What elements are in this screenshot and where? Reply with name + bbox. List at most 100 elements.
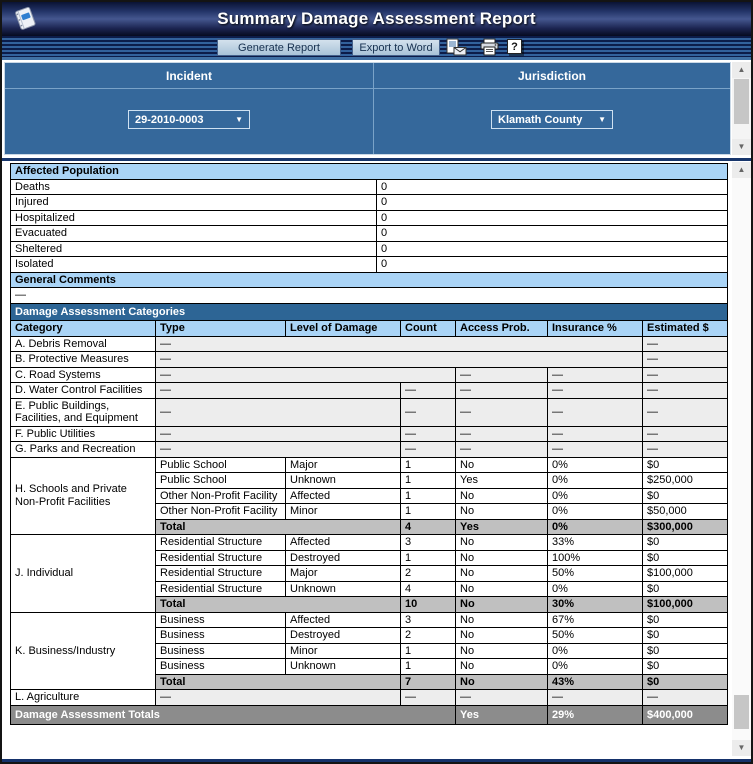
table-cell: Destroyed [285, 627, 401, 644]
table-cell: 33% [547, 534, 643, 551]
general-comments-value: — [9, 287, 729, 304]
table-cell: No [455, 487, 548, 504]
column-header: Level of Damage [285, 320, 401, 337]
table-cell: 1 [400, 472, 456, 489]
table-cell: A. Debris Removal [10, 335, 156, 352]
jurisdiction-dropdown[interactable]: Klamath County ▼ [491, 110, 613, 129]
column-header-row: Category Type Level of Damage Count Access P… [10, 320, 729, 337]
generate-report-button[interactable]: Generate Report [217, 39, 341, 56]
table-cell: — [547, 441, 643, 458]
scroll-down-icon[interactable]: ▼ [732, 139, 751, 155]
table-cell: — [400, 689, 456, 706]
table-cell: 50% [547, 565, 643, 582]
table-cell: 1 [400, 549, 456, 566]
help-icon[interactable]: ? [507, 39, 522, 54]
table-cell: Yes [455, 472, 548, 489]
export-document-icon[interactable] [446, 38, 467, 61]
table-cell: E. Public Buildings, Facilities, and Equ… [10, 397, 156, 427]
table-cell: Affected [285, 487, 401, 504]
section-header-row: General Comments [9, 271, 729, 288]
table-cell: Public School [155, 456, 286, 473]
table-cell: — [155, 689, 401, 706]
table-cell: 3 [400, 534, 456, 551]
title-bar: Summary Damage Assessment Report [2, 2, 751, 36]
scroll-up-icon[interactable]: ▲ [732, 162, 751, 178]
export-to-word-button[interactable]: Export to Word [352, 39, 440, 56]
table-cell: — [455, 397, 548, 427]
table-cell: — [641, 397, 729, 427]
column-header: Insurance % [547, 320, 643, 337]
table-row: Residential Structure Destroyed 1 No 100% $0 [11, 549, 729, 566]
table-row: Isolated 0 [10, 256, 729, 273]
table-cell: — [547, 689, 643, 706]
report-scrollbar[interactable]: ▲ ▼ [732, 162, 751, 756]
table-cell: — [400, 441, 456, 458]
table-row: K. Business/Industry Business Affected 3 No 6… [10, 611, 729, 690]
table-row: F. Public Utilities — — — — — [10, 425, 729, 442]
table-row: Damage Assessment Totals Yes 29% $400,000 [10, 704, 729, 725]
table-cell: No [455, 503, 548, 520]
table-cell: 0 [375, 225, 729, 242]
table-cell: — [641, 382, 729, 399]
jurisdiction-header: Jurisdiction [374, 63, 730, 89]
table-cell: 0 [375, 178, 729, 195]
table-cell: No [455, 611, 548, 628]
table-cell: Residential Structure [155, 534, 286, 551]
table-cell: Unknown [285, 580, 401, 597]
table-cell: $50,000 [641, 503, 729, 520]
table-cell: Isolated [10, 256, 377, 273]
table-cell: Injured [10, 194, 377, 211]
table-cell: Unknown [285, 472, 401, 489]
table-cell: F. Public Utilities [10, 425, 156, 442]
table-cell: Affected [285, 534, 401, 551]
table-cell: — [400, 425, 456, 442]
table-cell: Residential Structure [155, 565, 286, 582]
table-cell: $300,000 [641, 518, 729, 535]
table-cell: 43% [547, 673, 643, 690]
column-header: Category [10, 320, 156, 337]
table-row: D. Water Control Facilities — — — — — [10, 382, 729, 399]
table-cell: — [155, 351, 643, 368]
table-cell: Evacuated [10, 225, 377, 242]
table-cell: Minor [285, 642, 401, 659]
table-cell: $0 [641, 673, 729, 690]
table-cell: 0 [375, 209, 729, 226]
table-cell: — [641, 689, 729, 706]
scroll-up-icon[interactable]: ▲ [732, 62, 751, 78]
table-cell: 0% [547, 518, 643, 535]
scroll-down-icon[interactable]: ▼ [732, 740, 751, 756]
toolbar: Generate Report Export to Word ? [2, 36, 751, 60]
incident-header: Incident [5, 63, 373, 89]
table-cell: C. Road Systems [10, 366, 156, 383]
table-cell: — [155, 425, 401, 442]
table-cell: Total [155, 518, 401, 535]
table-row: Sheltered 0 [10, 240, 729, 257]
table-cell: $100,000 [641, 565, 729, 582]
table-row: Injured 0 [10, 194, 729, 211]
table-cell: — [547, 382, 643, 399]
table-cell: K. Business/Industry [10, 611, 156, 690]
scrollbar-thumb[interactable] [734, 695, 749, 729]
table-cell: Other Non-Profit Facility [155, 503, 286, 520]
table-cell: Residential Structure [155, 549, 286, 566]
scrollbar-thumb[interactable] [734, 79, 749, 124]
table-cell: — [155, 397, 401, 427]
table-cell: — [155, 382, 401, 399]
table-cell: — [547, 425, 643, 442]
table-cell: 50% [547, 627, 643, 644]
table-cell: Damage Assessment Totals [10, 704, 456, 725]
table-row: Total 7 No 43% $0 [11, 673, 729, 690]
printer-icon[interactable] [479, 38, 500, 61]
table-cell: 29% [547, 704, 643, 725]
table-cell: J. Individual [10, 534, 156, 613]
table-row: L. Agriculture — — — — — [10, 689, 729, 706]
incident-dropdown[interactable]: 29-2010-0003 ▼ [128, 110, 250, 129]
table-cell: 1 [400, 658, 456, 675]
table-cell: $0 [641, 534, 729, 551]
table-cell: $0 [641, 611, 729, 628]
filter-scrollbar[interactable]: ▲ ▼ [732, 62, 751, 155]
table-cell: 1 [400, 503, 456, 520]
table-row: J. Individual Residential Structure Affect… [10, 534, 729, 613]
table-cell: No [455, 658, 548, 675]
